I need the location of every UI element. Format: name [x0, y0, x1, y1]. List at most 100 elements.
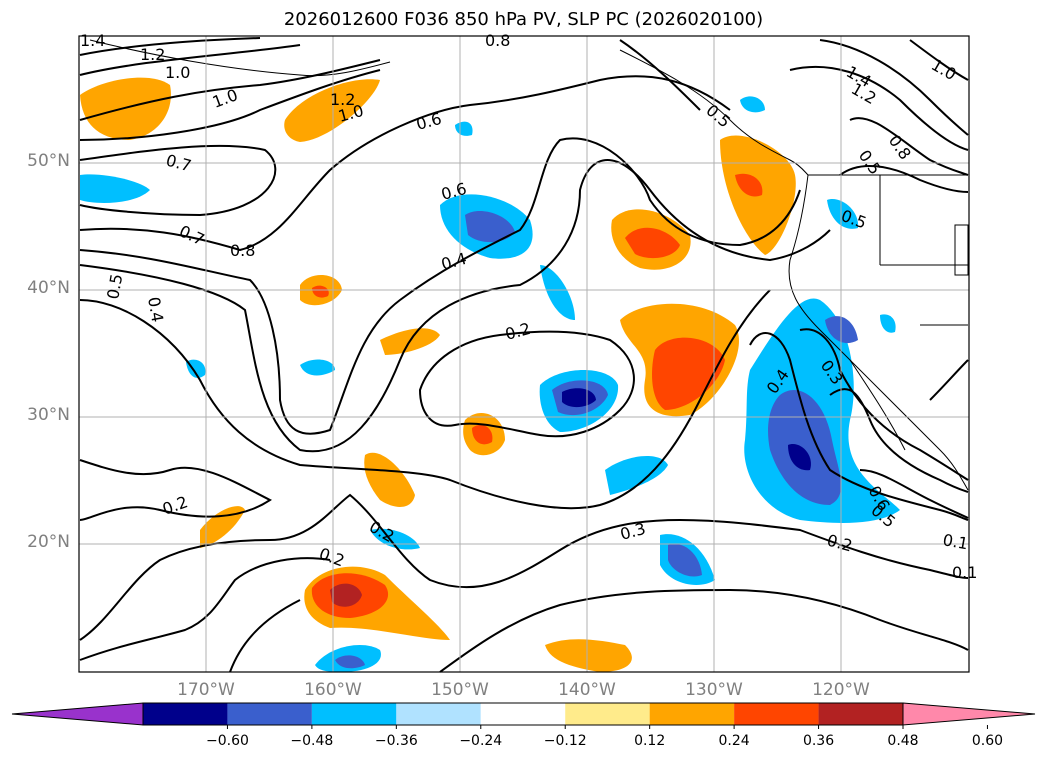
contour-label: 0.1 — [941, 530, 969, 553]
colorbar-swatch — [649, 703, 735, 725]
slp-contour-line — [439, 588, 969, 673]
negative-anomaly-strong — [668, 544, 702, 577]
lon-label: 170°W — [177, 680, 235, 700]
slp-contour-line — [79, 69, 381, 141]
colorbar-swatch — [143, 703, 228, 725]
coastline — [788, 174, 969, 491]
colorbar-tick-label: −0.48 — [290, 733, 334, 749]
slp-contour-line — [79, 144, 277, 217]
colorbar-extend-max — [902, 702, 1036, 726]
positive-anomaly-strong — [472, 424, 493, 445]
slp-contour-line — [749, 332, 969, 521]
pv-anomaly-shading — [80, 77, 900, 672]
negative-anomaly-strong — [465, 211, 515, 243]
contour-label: 1.2 — [140, 45, 165, 64]
colorbar-tick-label: −0.60 — [205, 733, 249, 749]
positive-anomaly-strong — [652, 337, 725, 410]
negative-anomaly — [740, 96, 765, 113]
colorbar-tick-label: 0.12 — [634, 733, 666, 749]
positive-anomaly — [80, 77, 171, 140]
coastline — [89, 39, 391, 77]
slp-contour-line — [909, 39, 969, 81]
coastline — [619, 49, 809, 176]
slp-contour-line — [849, 117, 969, 176]
negative-anomaly — [300, 359, 335, 376]
positive-anomaly — [545, 639, 632, 672]
map-frame — [78, 35, 970, 673]
slp-contour-line — [79, 459, 272, 521]
positive-anomaly — [284, 79, 380, 142]
positive-anomaly-extreme — [330, 583, 362, 607]
slp-contour-line — [789, 65, 969, 151]
slp-contours — [79, 37, 969, 673]
slp-contour-line — [799, 328, 969, 481]
slp-contour-line — [839, 164, 969, 193]
positive-anomaly-strong — [312, 285, 329, 298]
negative-anomaly-strong — [768, 390, 842, 505]
contour-label: 0.1 — [952, 563, 977, 582]
negative-anomaly — [455, 121, 473, 136]
positive-anomaly — [200, 506, 245, 548]
contour-label: 0.4 — [144, 295, 167, 323]
slp-contour-line — [79, 557, 331, 661]
negative-anomaly — [80, 174, 150, 203]
gridlines — [79, 36, 969, 672]
lon-label: 160°W — [304, 680, 362, 700]
contour-label: 0.5 — [103, 272, 126, 300]
slp-contour-line — [79, 37, 261, 56]
coastlines — [89, 39, 969, 491]
negative-anomaly-extreme — [788, 444, 811, 471]
lon-label: 130°W — [685, 680, 743, 700]
slp-contour-line — [418, 330, 635, 438]
colorbar-tick-label: −0.36 — [374, 733, 418, 749]
colorbar-swatch — [311, 703, 397, 725]
slp-contour-line — [819, 39, 969, 136]
slp-contour-line — [929, 359, 969, 401]
slp-contour-line — [79, 75, 731, 252]
lat-label: 20°N — [27, 532, 70, 552]
slp-contour-line — [859, 469, 969, 519]
lon-label: 150°W — [431, 680, 489, 700]
slp-contour-line — [79, 44, 301, 76]
coastline — [849, 359, 906, 451]
slp-contour-line — [229, 599, 301, 673]
colorbar — [11, 702, 1036, 729]
lat-label: 50°N — [27, 151, 70, 171]
contour-label: 1.0 — [165, 63, 190, 82]
lat-label: 30°N — [27, 405, 70, 425]
contour-label: 0.8 — [230, 241, 255, 260]
contour-label: 1.4 — [80, 31, 105, 50]
colorbar-swatch — [396, 703, 481, 725]
colorbar-swatch — [227, 703, 312, 725]
colorbar-extend-min — [11, 702, 144, 726]
colorbar-tick-label: 0.36 — [802, 733, 835, 749]
slp-contour-line — [829, 388, 969, 493]
colorbar-swatch — [565, 703, 650, 725]
positive-anomaly-strong — [735, 173, 763, 197]
colorbar-tick-label: 0.48 — [887, 733, 919, 749]
negative-anomaly — [827, 199, 859, 229]
colorbar-swatch — [480, 703, 566, 725]
negative-anomaly — [540, 265, 575, 320]
negative-anomaly — [186, 359, 206, 378]
positive-anomaly-strong — [625, 227, 680, 259]
lon-label: 120°W — [812, 680, 870, 700]
slp-contour-line — [79, 137, 801, 435]
slp-contour-line — [79, 59, 381, 121]
colorbar-tick-label: 0.60 — [971, 733, 1004, 749]
contour-label: 1.2 — [330, 90, 355, 109]
negative-anomaly — [880, 314, 896, 333]
positive-anomaly — [364, 452, 415, 507]
slp-contour-line — [619, 39, 701, 111]
contour-label: 0.8 — [485, 31, 510, 50]
colorbar-tick-label: −0.24 — [459, 733, 503, 749]
colorbar-tick-label: −0.12 — [543, 733, 587, 749]
colorbar-frame — [142, 702, 904, 726]
state-border — [954, 224, 969, 276]
colorbar-tick-label: 0.24 — [718, 733, 750, 749]
lat-label: 40°N — [27, 278, 70, 298]
slp-contour-line — [79, 289, 771, 510]
colorbar-swatch — [734, 703, 819, 725]
lon-label: 140°W — [558, 680, 616, 700]
